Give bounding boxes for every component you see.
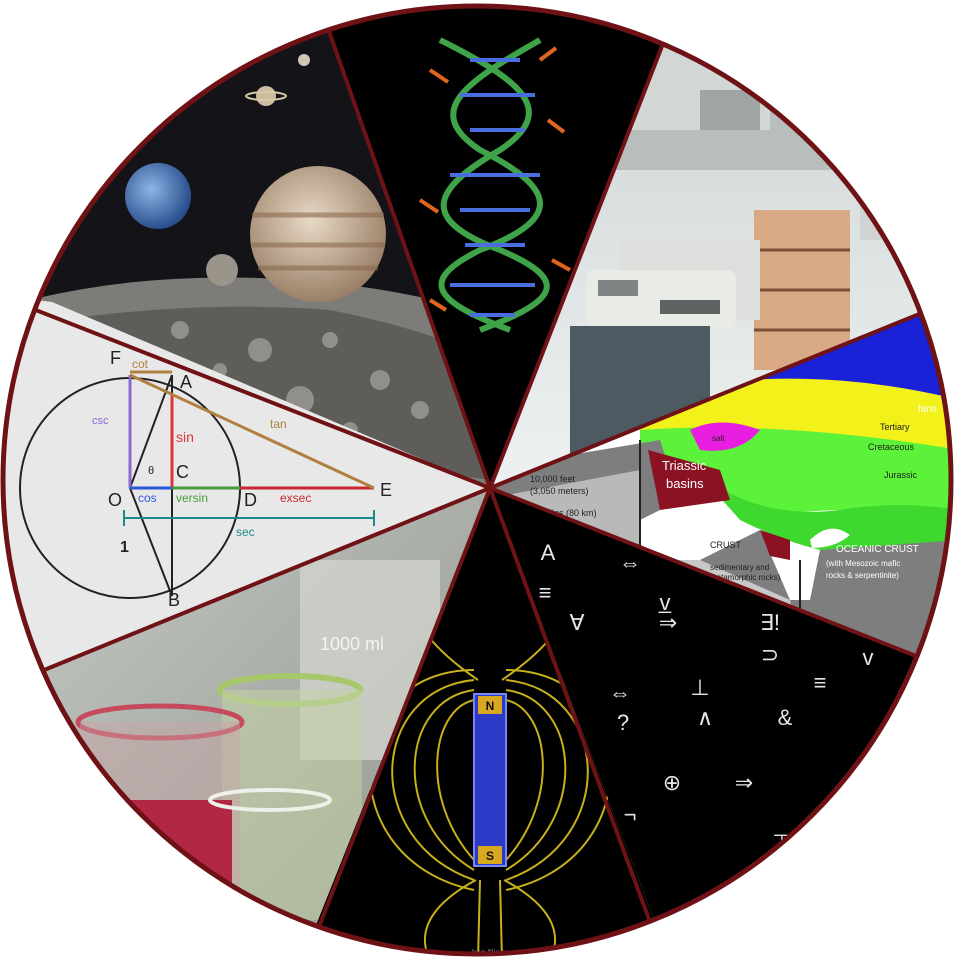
point-E-label: E [380, 480, 392, 500]
logic-symbol: v̲ [658, 590, 672, 615]
earth-image [125, 163, 191, 229]
geo-crust-sub-1: sedimentary and [710, 563, 769, 572]
geo-triassic-label-1: Triassic [662, 458, 707, 473]
saturn-image [256, 86, 276, 106]
theta-label: θ [148, 465, 154, 477]
exsec-label: exsec [280, 491, 311, 505]
cot-label: cot [132, 357, 149, 371]
logic-symbol: ? [617, 710, 629, 735]
logic-symbol: ⊕ [663, 770, 681, 795]
tan-label: tan [270, 417, 287, 431]
geo-oceanic-label-1: OCEANIC CRUST [836, 544, 919, 555]
point-C-label: C [176, 462, 189, 482]
logic-symbol: v [863, 645, 874, 670]
dna-helix-image [418, 37, 571, 333]
logic-symbol: ∃! [760, 610, 780, 635]
geo-depth-label-2: (3,050 meters) [530, 486, 589, 496]
logic-symbol: ⇒ [659, 610, 677, 635]
geo-salt-label: salt [712, 434, 725, 443]
beaker-volume-label: 1000 ml [320, 634, 384, 654]
geo-scale-label: 50 miles (80 km) [530, 508, 597, 518]
geo-depth-label-1: 10,000 feet [530, 474, 576, 484]
geo-oceanic-label-3: rocks & serpentinite) [826, 571, 899, 580]
sin-label: sin [176, 429, 194, 445]
point-F-label: F [110, 348, 121, 368]
moon-small-image [206, 254, 238, 286]
wheel-border [0, 3, 954, 957]
logic-symbol: ∧ [697, 705, 713, 730]
geo-layer-tertiary: Tertiary [880, 422, 910, 432]
geo-layer-cretaceous: Cretaceous [868, 442, 915, 452]
magnet-south-label: S [486, 849, 494, 863]
logic-symbol: & [778, 705, 793, 730]
logic-symbol: ≡ [814, 670, 827, 695]
point-B-label: B [168, 590, 180, 610]
point-D-label: D [244, 490, 257, 510]
sec-label: sec [236, 525, 255, 539]
geo-crust-label: CRUST [710, 540, 742, 550]
bar-magnet [473, 693, 507, 867]
logic-symbol: ⇔ [609, 680, 631, 705]
logic-symbol: ∀ [569, 610, 584, 635]
cos-label: cos [138, 491, 157, 505]
magnet-north-label: N [486, 699, 495, 713]
geo-triassic-label-2: basins [666, 476, 704, 491]
geo-oceanic-label-2: (with Mesozoic mafic [826, 559, 900, 568]
point-A-label: A [180, 372, 192, 392]
logic-symbol: ⊥ [690, 675, 709, 700]
logic-symbol: ⇔ [619, 550, 641, 575]
jupiter-image [250, 166, 386, 302]
csc-label: csc [92, 415, 109, 427]
radius-one-label: 1 [120, 539, 129, 556]
geo-layer-jurassic: Jurassic [884, 470, 918, 480]
magnet-caption: Iron filings [472, 948, 508, 957]
logic-symbol: ⇒ [735, 770, 753, 795]
geo-crust-sub-2: metamorphic rocks) [710, 573, 781, 582]
versin-label: versin [176, 491, 208, 505]
logic-symbol: ¬ [624, 802, 637, 827]
point-O-label: O [108, 490, 122, 510]
geo-fans-label: fans [918, 404, 937, 415]
logic-symbol: ≡ [539, 580, 552, 605]
logic-symbol: ⊃ [761, 642, 779, 667]
logic-symbol: A [541, 540, 556, 565]
teletype-machine [586, 270, 736, 328]
